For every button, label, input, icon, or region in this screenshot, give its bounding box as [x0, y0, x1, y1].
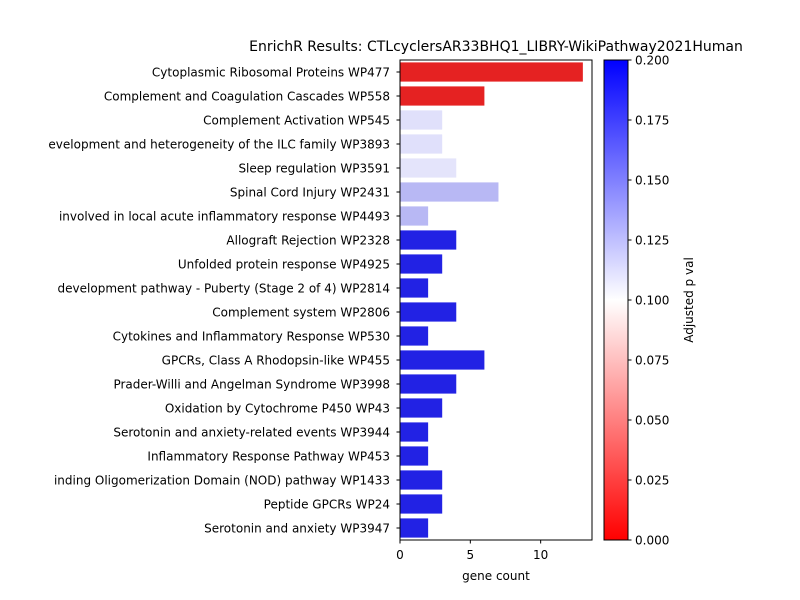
y-tick-label: Sleep regulation WP3591	[238, 162, 390, 176]
y-axis: Cytoplasmic Ribosomal Proteins WP477 Comp…	[48, 66, 400, 536]
colorbar-tick-label: 0.125	[635, 234, 669, 248]
bar	[400, 182, 499, 202]
colorbar-tick-label: 0.150	[635, 174, 669, 188]
colorbar-tick-label: 0.050	[635, 414, 669, 428]
y-tick-label: Spinal Cord Injury WP2431	[230, 186, 390, 200]
y-tick-label: inding Oligomerization Domain (NOD) path…	[54, 474, 390, 488]
y-tick-label: Inflammatory Response Pathway WP453	[147, 450, 390, 464]
bar	[400, 446, 429, 466]
bar	[400, 518, 429, 538]
x-tick-label: 10	[533, 548, 548, 562]
bar	[400, 110, 443, 130]
y-tick-label: Serotonin and anxiety WP3947	[204, 522, 390, 536]
x-axis: 0 5 10	[396, 540, 548, 562]
colorbar-label: Adjusted p val	[682, 257, 696, 343]
bar	[400, 158, 457, 178]
bar	[400, 230, 457, 250]
bar	[400, 86, 485, 106]
bar	[400, 278, 429, 298]
bar	[400, 254, 443, 274]
y-tick-label: evelopment and heterogeneity of the ILC …	[48, 138, 390, 152]
y-tick-label: Unfolded protein response WP4925	[178, 258, 390, 272]
y-tick-label: Cytokines and Inflammatory Response WP53…	[113, 330, 390, 344]
y-tick-label: Oxidation by Cytochrome P450 WP43	[165, 402, 390, 416]
y-tick-label: Complement system WP2806	[212, 306, 390, 320]
bar	[400, 62, 583, 82]
bar	[400, 350, 485, 370]
y-tick-label: Complement Activation WP545	[203, 114, 390, 128]
y-tick-label: involved in local acute inflammatory res…	[59, 210, 390, 224]
x-axis-label: gene count	[462, 569, 530, 583]
colorbar-tick-label: 0.025	[635, 474, 669, 488]
bar	[400, 326, 429, 346]
x-tick-label: 0	[396, 548, 404, 562]
plot-frame	[399, 59, 593, 541]
y-tick-label: development pathway - Puberty (Stage 2 o…	[58, 282, 390, 296]
colorbar-tick-label: 0.000	[635, 534, 669, 548]
bar	[400, 494, 443, 514]
bar	[400, 206, 429, 226]
bar	[400, 398, 443, 418]
colorbar-tick-label: 0.175	[635, 114, 669, 128]
bar	[400, 374, 457, 394]
bar	[400, 302, 457, 322]
y-tick-label: Allograft Rejection WP2328	[226, 234, 390, 248]
bar	[400, 422, 429, 442]
chart-title: EnrichR Results: CTLcyclersAR33BHQ1_LIBR…	[249, 39, 743, 55]
x-tick-label: 5	[467, 548, 475, 562]
colorbar-tick-label: 0.100	[635, 294, 669, 308]
y-tick-label: Serotonin and anxiety-related events WP3…	[113, 426, 390, 440]
y-tick-label: GPCRs, Class A Rhodopsin-like WP455	[162, 354, 390, 368]
bar	[400, 134, 443, 154]
colorbar-axis: 0.000 0.025 0.050 0.075 0.100 0.125 0.150 0.175…	[628, 54, 669, 548]
y-tick-label: Cytoplasmic Ribosomal Proteins WP477	[152, 66, 390, 80]
colorbar-tick-label: 0.075	[635, 354, 669, 368]
y-tick-label: Peptide GPCRs WP24	[264, 498, 390, 512]
colorbar	[603, 59, 629, 541]
colorbar-tick-label: 0.200	[635, 54, 669, 68]
bars	[400, 62, 583, 538]
y-tick-label: Prader-Willi and Angelman Syndrome WP399…	[113, 378, 390, 392]
bar	[400, 470, 443, 490]
y-tick-label: Complement and Coagulation Cascades WP55…	[104, 90, 390, 104]
